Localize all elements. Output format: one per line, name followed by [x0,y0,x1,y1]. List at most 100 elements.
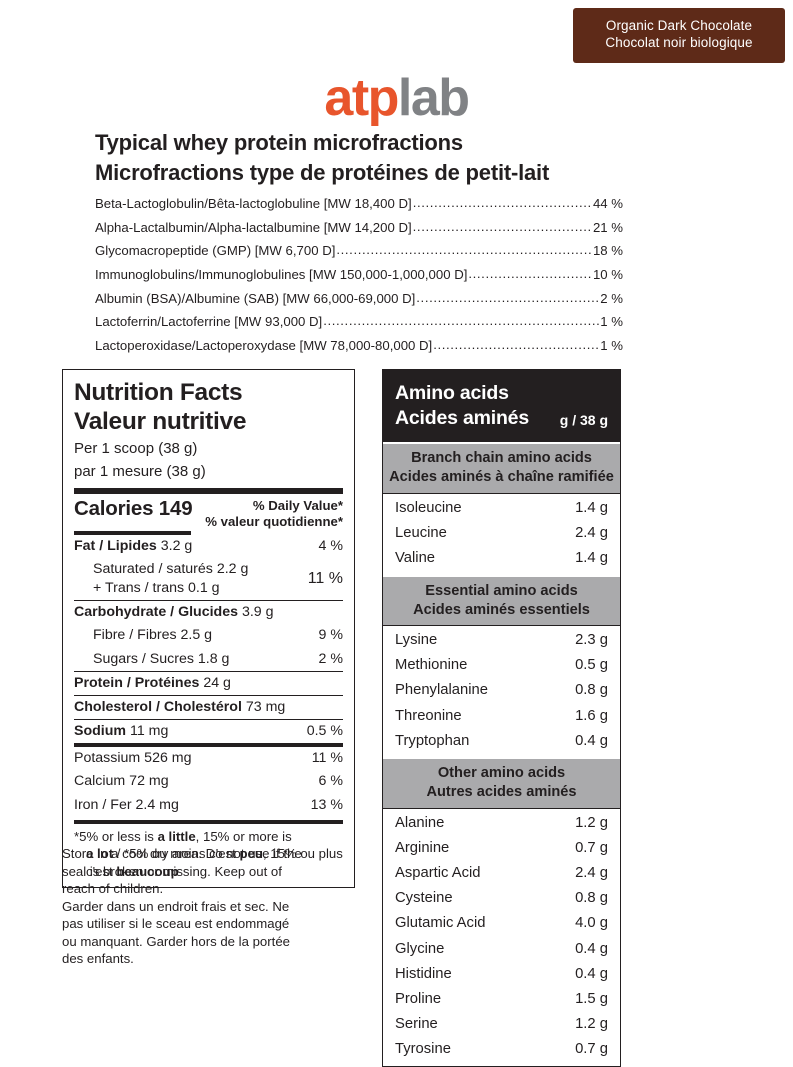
microfractions-list: Beta-Lactoglobulin/Bêta-lactoglobuline [… [95,192,623,357]
row-carbohydrate: Carbohydrate / Glucides 3.9 g [74,601,343,624]
amino-acids-header: Amino acids Acides aminés g / 38 g [383,370,620,443]
microfraction-row: Lactoferrin/Lactoferrine [MW 93,000 D] .… [95,310,623,334]
amino-acid-value: 0.8 g [575,682,608,699]
amino-acid-name: Glycine [395,940,445,957]
microfraction-value: 44 % [592,196,623,212]
row-cholesterol: Cholesterol / Cholestérol 73 mg [74,696,343,719]
amino-acid-row: Proline 1.5 g [383,987,620,1012]
amino-acids-title-en: Amino acids [395,382,509,404]
amino-acid-row: Glutamic Acid 4.0 g [383,912,620,937]
row-saturated-label: Saturated / saturés 2.2 g [93,560,249,577]
daily-value-fr: % valeur quotidienne* [205,513,343,529]
flavour-name-en: Organic Dark Chocolate [605,18,753,33]
amino-acid-row: Serine 1.2 g [383,1012,620,1037]
leader-dots: ........................................… [412,196,592,210]
microfraction-row: Beta-Lactoglobulin/Bêta-lactoglobuline [… [95,192,623,216]
amino-acids-row-group: Alanine 1.2 g Arginine 0.7 g Aspartic Acid 2.… [383,809,620,1066]
amino-acid-row: Arginine 0.7 g [383,836,620,861]
amino-acid-value: 1.6 g [575,707,608,724]
flavour-banner: Organic Dark Chocolate Chocolat noir bio… [573,8,785,63]
row-carbohydrate-label: Carbohydrate / Glucides 3.9 g [74,603,274,622]
amino-acid-name: Histidine [395,965,452,982]
row-fat-amount: 3.2 g [160,537,193,554]
row-saturated-trans-pct: 11 % [307,570,343,588]
amino-acids-titles: Amino acids Acides aminés [395,381,529,430]
row-iron-pct: 13 % [310,796,343,813]
calories-row: Calories 149 % Daily Value* % valeur quo… [74,494,343,530]
row-protein-amount: 24 g [203,674,231,691]
footnote-line-2: a lot / *5% ou moins c'est peu, 15% ou p… [74,845,343,862]
section-heading-en: Branch chain amino acids [411,450,592,467]
amino-acid-value: 0.7 g [575,839,608,856]
row-iron-label: Iron / Fer 2.4 mg [74,796,179,813]
footnote-3a: c'est [86,863,117,879]
leader-dots: ........................................… [336,243,592,257]
amino-acid-name: Threonine [395,707,462,724]
amino-acids-section-heading: Other amino acids Autres acides aminés [383,757,620,810]
amino-acids-sections: Branch chain amino acids Acides aminés à … [383,442,620,1066]
amino-acid-name: Glutamic Acid [395,915,486,932]
amino-acids-title-fr: Acides aminés [395,406,529,429]
microfraction-name: Albumin (BSA)/Albumine (SAB) [MW 66,000-… [95,290,416,306]
leader-dots: ........................................… [323,314,600,328]
amino-acid-value: 1.2 g [575,814,608,831]
flavour-name-fr: Chocolat noir biologique [605,34,753,50]
leader-dots: ........................................… [416,290,600,304]
amino-acids-panel: Amino acids Acides aminés g / 38 g Branc… [382,369,621,1067]
footnote-line-3: c'est beaucoup [74,863,343,880]
amino-acid-name: Isoleucine [395,499,462,516]
amino-acid-name: Leucine [395,524,447,541]
amino-acids-section-heading: Branch chain amino acids Acides aminés à … [383,442,620,495]
amino-acid-value: 0.4 g [575,732,608,749]
footnote-2b: / *5% ou moins c'est [113,846,240,862]
nutrition-facts-title-fr: Valeur nutritive [74,407,247,435]
daily-value-header: % Daily Value* % valeur quotidienne* [205,497,343,530]
row-sugars: Sugars / Sucres 1.8 g 2 % [74,648,343,671]
amino-acid-name: Aspartic Acid [395,865,481,882]
divider-medium-2 [74,819,343,824]
amino-acid-row: Leucine 2.4 g [383,521,620,546]
row-trans-label: + Trans / trans 0.1 g [93,580,220,597]
row-calcium-pct: 6 % [318,773,343,790]
amino-acid-value: 0.4 g [575,965,608,982]
storage-text-en: Store in a cool dry area. Do not use if … [62,846,302,897]
divider-thick [74,487,343,494]
row-sodium-name: Sodium [74,723,127,740]
microfraction-value: 1 % [600,337,623,353]
amino-acid-row: Aspartic Acid 2.4 g [383,862,620,887]
amino-acid-value: 0.5 g [575,657,608,674]
microfraction-row: Glycomacropeptide (GMP) [MW 6,700 D] ...… [95,239,623,263]
amino-acid-name: Tryptophan [395,732,470,749]
amino-acid-row: Isoleucine 1.4 g [383,496,620,521]
divider-thin-4 [74,719,343,721]
row-sugars-label: Sugars / Sucres 1.8 g [93,650,230,667]
daily-value-footnote: *5% or less is a little, 15% or more is … [74,824,343,880]
row-saturated-trans: Saturated / saturés 2.2 g + Trans / tran… [74,558,343,600]
section-heading-fr: Autres acides aminés [426,784,577,801]
amino-acid-row: Histidine 0.4 g [383,962,620,987]
amino-acid-name: Phenylalanine [395,682,488,699]
amino-acid-name: Alanine [395,814,445,831]
amino-acids-section-heading: Essential amino acids Acides aminés essen… [383,574,620,627]
brand-logo: atplab [0,72,793,124]
footnote-2a: a lot [86,846,114,862]
section-heading-fr: Acides aminés à chaîne ramifiée [389,469,614,486]
divider-thin-3 [74,694,343,696]
calories-underline [74,530,191,535]
amino-acid-value: 2.3 g [575,632,608,649]
row-sodium: Sodium 11 mg 0.5 % [74,720,343,743]
microfraction-row: Lactoperoxidase/Lactoperoxydase [MW 78,0… [95,333,623,357]
row-fibre: Fibre / Fibres 2.5 g 9 % [74,624,343,647]
row-cholesterol-amount: 73 mg [245,698,286,715]
footnote-1c: , 15% or more is [195,828,292,844]
microfraction-name: Alpha-Lactalbumin/Alpha-lactalbumine [MW… [95,219,412,235]
row-protein-label: Protein / Protéines 24 g [74,674,231,693]
footnote-1b: a little [157,828,196,844]
row-cholesterol-label: Cholesterol / Cholestérol 73 mg [74,698,285,717]
heading-title-en: Typical whey protein microfractions [95,130,463,155]
daily-value-en: % Daily Value* [252,497,343,513]
row-calcium-label: Calcium 72 mg [74,773,169,790]
section-heading: Typical whey protein microfractions Micr… [95,128,715,187]
row-sugars-pct: 2 % [318,650,343,667]
logo-text-lab: lab [397,69,470,127]
